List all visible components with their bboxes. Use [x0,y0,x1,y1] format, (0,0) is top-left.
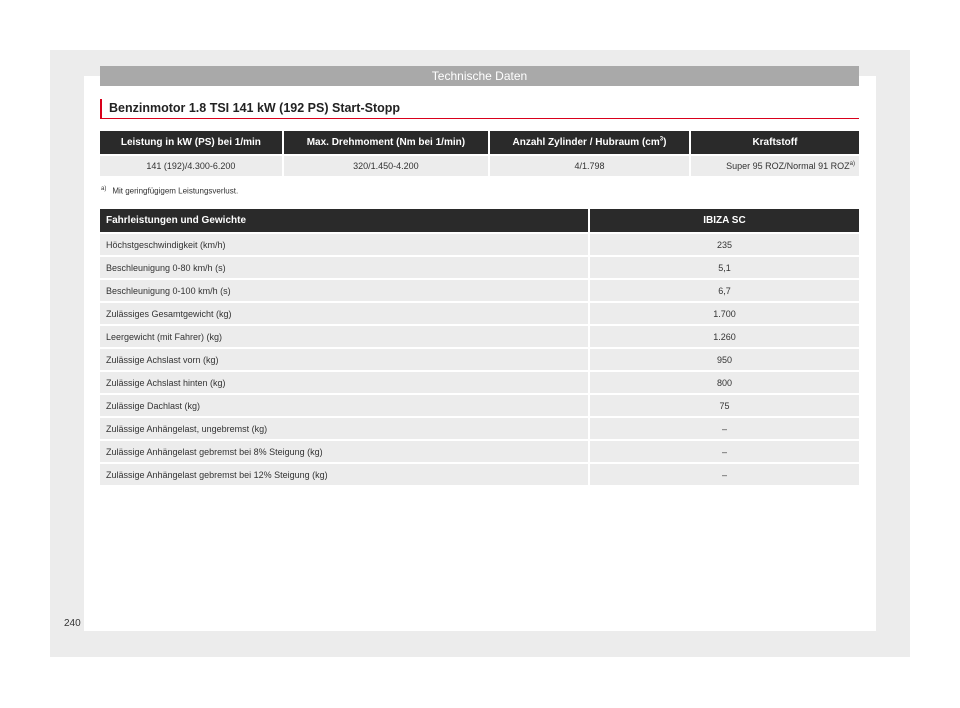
footnote-reference: a) [849,161,855,167]
performance-table-header-row: Fahrleistungen und Gewichte IBIZA SC [100,209,859,232]
section-title: Benzinmotor 1.8 TSI 141 kW (192 PS) Star… [109,101,401,115]
row-value: 5,1 [590,257,859,278]
row-label: Zulässige Achslast hinten (kg) [100,372,588,393]
table-row: Zulässige Anhängelast gebremst bei 8% St… [100,441,859,462]
performance-table: Fahrleistungen und Gewichte IBIZA SC Höc… [98,207,861,487]
engine-fuel-value: Super 95 ROZ/Normal 91 ROZ [726,161,850,171]
table-row: Beschleunigung 0-100 km/h (s) 6,7 [100,280,859,301]
row-label: Zulässiges Gesamtgewicht (kg) [100,303,588,324]
section-heading: Benzinmotor 1.8 TSI 141 kW (192 PS) Star… [100,99,859,119]
row-value: 75 [590,395,859,416]
table-row: Zulässige Achslast vorn (kg) 950 [100,349,859,370]
footnote: a) Mit geringfügigem Leistungsverlust. [101,186,238,196]
row-label: Zulässige Dachlast (kg) [100,395,588,416]
row-value: 1.260 [590,326,859,347]
performance-col-model: IBIZA SC [590,209,859,232]
engine-col-torque: Max. Drehmoment (Nm bei 1/min) [283,131,489,154]
chapter-header: Technische Daten [100,66,859,86]
performance-col-label: Fahrleistungen und Gewichte [100,209,588,232]
row-value: 1.700 [590,303,859,324]
row-value: – [590,418,859,439]
engine-col-cylinders: Anzahl Zylinder / Hubraum (cm3) [490,131,689,154]
row-label: Zulässige Achslast vorn (kg) [100,349,588,370]
row-value: – [590,441,859,462]
page-number: 240 [64,618,81,629]
footnote-text: Mit geringfügigem Leistungsverlust. [112,186,239,196]
engine-col-cylinders-label: Anzahl Zylinder / Hubraum (cm [512,137,660,148]
table-row: Höchstgeschwindigkeit (km/h) 235 [100,234,859,255]
row-value: 235 [590,234,859,255]
row-label: Leergewicht (mit Fahrer) (kg) [100,326,588,347]
engine-col-fuel: Kraftstoff [690,131,859,154]
row-label: Zulässige Anhängelast gebremst bei 12% S… [100,464,588,485]
engine-table-row: 141 (192)/4.300-6.200 320/1.450-4.200 4/… [100,156,859,176]
row-label: Beschleunigung 0-80 km/h (s) [100,257,588,278]
engine-power-value: 141 (192)/4.300-6.200 [100,156,282,176]
engine-table-header-row: Leistung in kW (PS) bei 1/min Max. Drehm… [100,131,859,154]
table-row: Zulässige Anhängelast, ungebremst (kg) – [100,418,859,439]
table-row: Leergewicht (mit Fahrer) (kg) 1.260 [100,326,859,347]
engine-col-cylinders-suffix: ) [663,137,667,148]
table-row: Zulässige Dachlast (kg) 75 [100,395,859,416]
row-label: Zulässige Anhängelast, ungebremst (kg) [100,418,588,439]
table-row: Zulässige Anhängelast gebremst bei 12% S… [100,464,859,485]
row-value: 800 [590,372,859,393]
engine-torque-value: 320/1.450-4.200 [283,156,489,176]
row-value: 6,7 [590,280,859,301]
row-value: – [590,464,859,485]
table-row: Beschleunigung 0-80 km/h (s) 5,1 [100,257,859,278]
engine-col-power: Leistung in kW (PS) bei 1/min [100,131,282,154]
row-value: 950 [590,349,859,370]
engine-table: Leistung in kW (PS) bei 1/min Max. Drehm… [98,129,861,178]
footnote-mark: a) [101,186,107,192]
table-row: Zulässige Achslast hinten (kg) 800 [100,372,859,393]
row-label: Zulässige Anhängelast gebremst bei 8% St… [100,441,588,462]
table-row: Zulässiges Gesamtgewicht (kg) 1.700 [100,303,859,324]
engine-cylinders-value: 4/1.798 [490,156,689,176]
row-label: Höchstgeschwindigkeit (km/h) [100,234,588,255]
chapter-title: Technische Daten [431,69,528,83]
row-label: Beschleunigung 0-100 km/h (s) [100,280,588,301]
superscript: 3 [659,136,664,143]
engine-fuel-cell: Super 95 ROZ/Normal 91 ROZa) [690,156,859,176]
